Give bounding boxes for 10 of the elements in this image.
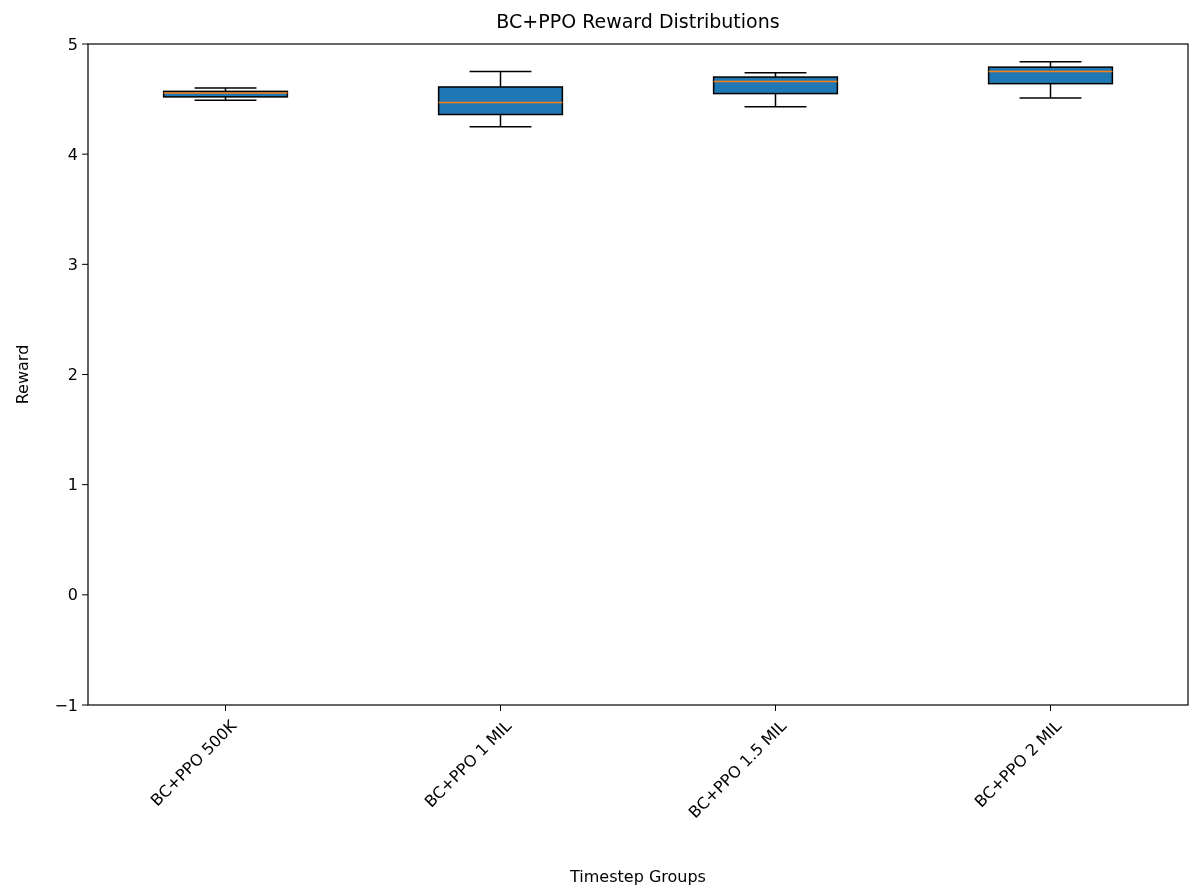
y-tick-label: 2 — [67, 365, 78, 385]
y-tick-label: 0 — [67, 585, 78, 605]
y-tick-label: 3 — [67, 254, 78, 274]
y-tick-label: 1 — [67, 475, 78, 495]
y-axis-title: Reward — [13, 344, 32, 405]
y-tick-label: 5 — [67, 34, 78, 54]
y-tick-label: 4 — [67, 144, 78, 164]
chart-title: BC+PPO Reward Distributions — [496, 10, 780, 32]
x-axis-title: Timestep Groups — [569, 867, 706, 886]
y-tick-label: −1 — [54, 695, 78, 715]
